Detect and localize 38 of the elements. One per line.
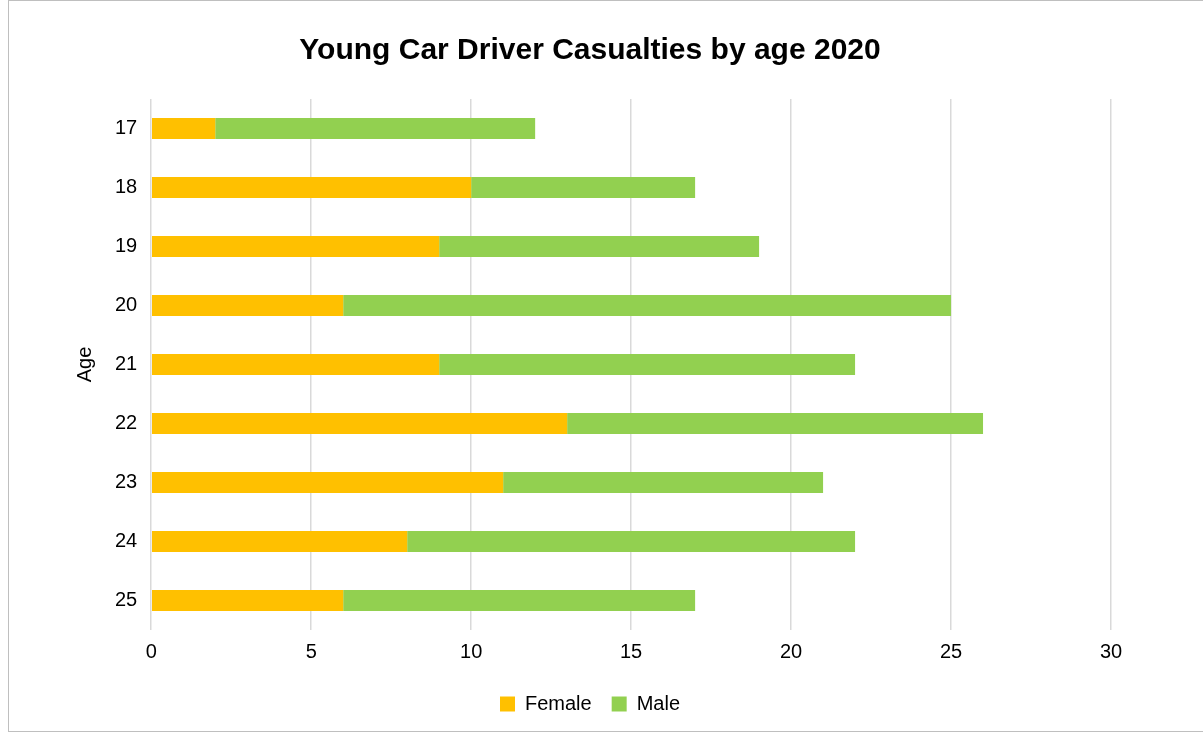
y-tick-label: 17: [115, 116, 138, 139]
y-tick-label: 25: [115, 588, 138, 611]
bar: [152, 471, 504, 494]
bar: [439, 353, 856, 376]
bar: [471, 176, 696, 199]
bar: [439, 235, 760, 258]
x-tick-label: 30: [1099, 639, 1123, 662]
legend-label: Male: [636, 691, 681, 714]
bar: [152, 176, 472, 199]
bar: [567, 412, 984, 435]
y-axis-title: Age: [72, 346, 95, 383]
y-tick-label: 21: [115, 352, 138, 375]
x-tick-label: 10: [460, 639, 483, 662]
bar: [152, 294, 344, 317]
y-tick-label: 18: [115, 175, 138, 198]
bar: [407, 530, 856, 553]
x-tick-label: 20: [779, 639, 803, 662]
x-tick-label: 5: [305, 639, 317, 662]
y-tick-label: 22: [115, 411, 138, 434]
bar: [152, 117, 216, 140]
bar: [152, 589, 344, 612]
y-tick-label: 19: [115, 234, 138, 257]
bar: [503, 471, 824, 494]
x-tick-label: 15: [620, 639, 643, 662]
bar: [343, 589, 696, 612]
x-tick-label: 0: [145, 639, 157, 662]
y-tick-label: 20: [115, 293, 138, 316]
y-tick-label: 23: [115, 470, 138, 493]
bar: [152, 353, 440, 376]
x-tick-label: 25: [939, 639, 963, 662]
bar: [152, 530, 408, 553]
chart-title: Young Car Driver Casualties by age 2020: [299, 32, 881, 66]
bar: [343, 294, 952, 317]
bar: [215, 117, 536, 140]
y-tick-label: 24: [115, 529, 138, 552]
bar: [152, 412, 568, 435]
bar: [152, 235, 440, 258]
legend-label: Female: [524, 691, 592, 714]
